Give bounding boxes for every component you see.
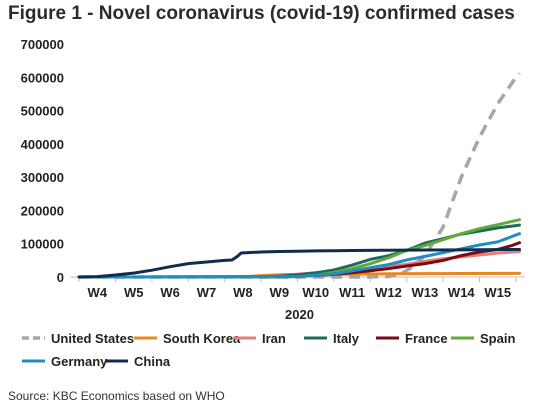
y-tick-label: 200000 xyxy=(21,203,64,218)
x-tick-label: W12 xyxy=(375,285,402,300)
plot-lines xyxy=(77,72,521,279)
y-tick-label: 100000 xyxy=(21,237,64,252)
x-tick-label: W5 xyxy=(124,285,144,300)
x-axis-label: 2020 xyxy=(285,307,314,322)
x-axis: W4 W5 W6 W7 W8 W9 W10 W11 W12 W13 W14 W15 2020 xyxy=(70,276,525,322)
x-tick-label: W11 xyxy=(339,285,365,300)
x-tick-label: W10 xyxy=(302,285,329,300)
legend-label: Germany xyxy=(51,354,108,369)
legend: United States South Korea Iran Italy France S… xyxy=(22,331,515,369)
chart-title: Figure 1 - Novel coronavirus (covid-19) … xyxy=(8,3,515,24)
legend-label: Italy xyxy=(333,331,360,346)
x-tick-label: W7 xyxy=(197,285,217,300)
y-tick-label: 600000 xyxy=(21,70,64,85)
y-tick-label: 700000 xyxy=(21,37,64,52)
legend-label: Spain xyxy=(480,331,515,346)
x-tick-label: W4 xyxy=(88,285,108,300)
y-tick-label: 500000 xyxy=(21,104,64,119)
legend-label: United States xyxy=(51,331,134,346)
y-tick-label: 0 xyxy=(57,270,64,285)
y-tick-label: 400000 xyxy=(21,137,64,152)
line-chart: 0 100000 200000 300000 400000 500000 600000 700… xyxy=(21,37,525,369)
source-note: Source: KBC Economics based on WHO xyxy=(8,389,225,403)
x-tick-label: W6 xyxy=(160,285,180,300)
y-tick-label: 300000 xyxy=(21,170,64,185)
series-line-united-states xyxy=(79,72,521,279)
x-tick-label: W15 xyxy=(484,285,511,300)
y-axis: 0 100000 200000 300000 400000 500000 600000 700… xyxy=(21,37,64,285)
x-tick-label: W9 xyxy=(270,285,290,300)
x-tick-label: W13 xyxy=(412,285,439,300)
x-tick-label: W8 xyxy=(233,285,253,300)
series-line-china xyxy=(77,248,521,279)
series-line-germany xyxy=(77,232,521,279)
legend-label: China xyxy=(134,354,171,369)
legend-label: France xyxy=(405,331,448,346)
series-line-spain xyxy=(77,218,521,279)
legend-label: Iran xyxy=(262,331,286,346)
x-tick-label: W14 xyxy=(448,285,476,300)
legend-label: South Korea xyxy=(163,331,241,346)
